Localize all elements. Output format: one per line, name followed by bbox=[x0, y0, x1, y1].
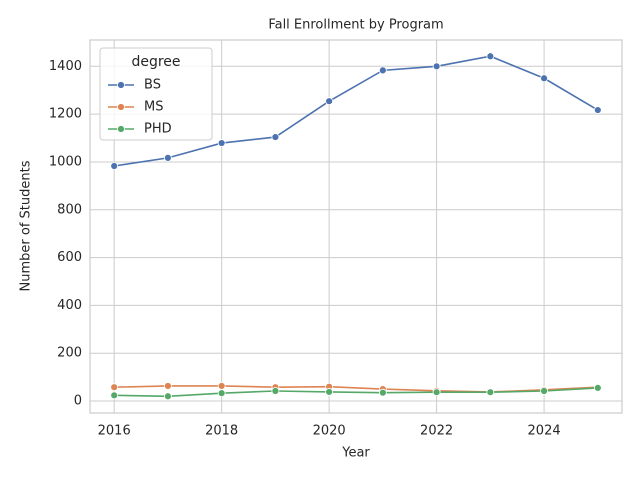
series-line bbox=[114, 55, 599, 167]
y-tick-label: 1000 bbox=[49, 154, 82, 169]
legend-label: MS bbox=[144, 100, 163, 115]
data-point bbox=[486, 388, 495, 397]
data-point bbox=[164, 153, 172, 162]
data-point bbox=[217, 389, 226, 398]
data-point bbox=[271, 387, 280, 395]
x-tick-label: 2020 bbox=[313, 424, 346, 439]
data-point bbox=[378, 388, 387, 397]
legend-box bbox=[99, 47, 213, 141]
data-point bbox=[217, 139, 226, 147]
legend-title: degree bbox=[131, 54, 180, 70]
legend-marker bbox=[117, 81, 125, 89]
data-point bbox=[432, 62, 441, 71]
legend-marker bbox=[117, 103, 125, 111]
data-point bbox=[110, 383, 119, 392]
data-point bbox=[378, 66, 387, 75]
x-tick-label: 2022 bbox=[420, 424, 453, 439]
y-tick-label: 1400 bbox=[49, 59, 82, 74]
y-tick-label: 0 bbox=[74, 394, 82, 409]
x-axis-label: Year bbox=[341, 446, 370, 461]
data-point bbox=[325, 388, 334, 396]
data-point bbox=[540, 387, 548, 395]
y-tick-label: 600 bbox=[57, 250, 82, 265]
legend-label: PHD bbox=[144, 122, 172, 137]
y-tick-label: 1200 bbox=[49, 107, 82, 122]
legend-marker bbox=[117, 125, 125, 133]
x-tick-label: 2016 bbox=[98, 424, 131, 439]
y-tick-label: 200 bbox=[57, 346, 82, 361]
data-point bbox=[540, 74, 548, 83]
data-point bbox=[110, 391, 119, 400]
data-point bbox=[593, 383, 602, 392]
data-point bbox=[164, 382, 172, 390]
y-axis-label: Number of Students bbox=[19, 160, 34, 291]
data-point bbox=[217, 382, 226, 390]
series-line bbox=[114, 387, 598, 398]
y-tick-label: 800 bbox=[57, 202, 82, 217]
x-tick-label: 2018 bbox=[205, 424, 238, 439]
data-point bbox=[271, 133, 280, 141]
chart-title: Fall Enrollment by Program bbox=[268, 18, 443, 33]
x-tick-label: 2024 bbox=[528, 424, 561, 439]
data-point bbox=[325, 97, 334, 106]
data-point bbox=[110, 162, 119, 170]
y-tick-label: 400 bbox=[57, 298, 82, 313]
plot-frame bbox=[89, 39, 623, 414]
data-point bbox=[486, 52, 495, 61]
legend-label: BS bbox=[144, 78, 161, 93]
data-point bbox=[593, 106, 602, 114]
data-point bbox=[432, 388, 441, 397]
data-point bbox=[164, 392, 172, 401]
